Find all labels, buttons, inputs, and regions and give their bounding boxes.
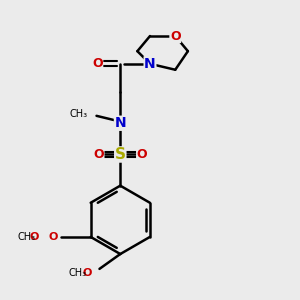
Text: CH₃: CH₃ (70, 109, 88, 119)
Text: N: N (115, 116, 126, 130)
Text: N: N (144, 57, 156, 71)
Text: CH₃: CH₃ (18, 232, 36, 242)
Text: S: S (115, 147, 126, 162)
Text: O: O (137, 148, 147, 161)
Text: O: O (92, 57, 103, 70)
Text: O: O (170, 29, 181, 43)
Text: O: O (49, 232, 58, 242)
Text: O: O (83, 268, 92, 278)
Text: CH₃: CH₃ (68, 268, 86, 278)
Text: O: O (93, 148, 104, 161)
Text: O: O (29, 232, 39, 242)
